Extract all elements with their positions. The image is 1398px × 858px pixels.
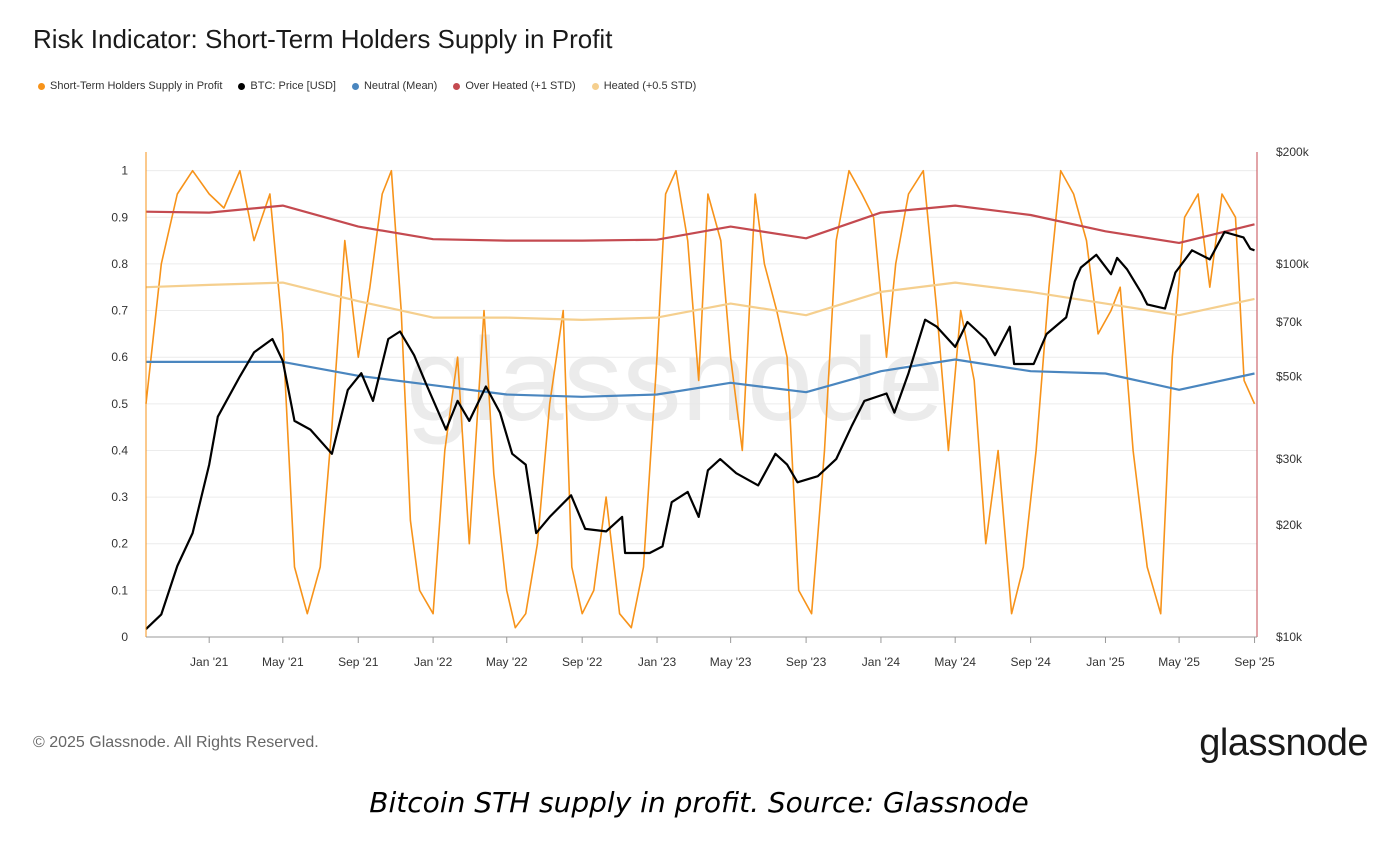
series-sth-supply-line	[145, 169, 1256, 629]
x-tick-label: Jan '23	[638, 655, 677, 669]
series-layer	[145, 169, 1256, 630]
y-right-tick-label: $20k	[1276, 518, 1303, 532]
chart-legend: Short-Term Holders Supply in Profit BTC:…	[38, 80, 696, 92]
series-over-heated-line	[145, 204, 1255, 244]
y-right-tick-label: $30k	[1276, 452, 1303, 466]
x-tick-label: Sep '23	[786, 655, 827, 669]
grid-lines	[146, 170, 1257, 638]
chart-title: Risk Indicator: Short-Term Holders Suppl…	[33, 24, 613, 54]
x-tick-label: Jan '25	[1086, 655, 1125, 669]
x-tick-label: Sep '24	[1010, 655, 1051, 669]
legend-label-heated: Heated (+0.5 STD)	[603, 80, 697, 92]
copyright-text: © 2025 Glassnode. All Rights Reserved.	[33, 734, 319, 751]
legend-label-over-heated: Over Heated (+1 STD)	[465, 80, 576, 92]
y-left-tick-label: 0.3	[111, 490, 128, 504]
y-left-tick-label: 1	[121, 164, 128, 178]
y-right-tick-label: $50k	[1276, 369, 1303, 383]
legend-dot-heated	[591, 82, 599, 90]
legend-label-sth-supply: Short-Term Holders Supply in Profit	[50, 80, 223, 92]
x-tick-label: May '23	[710, 655, 752, 669]
legend-item-heated[interactable]: Heated (+0.5 STD)	[591, 80, 697, 92]
chart-plot: glassnode 0 0.1 0.2 0.3 0.4 0.5 0.6 0.7 0.8 0.9 1 $…	[111, 145, 1309, 669]
legend-dot-sth-supply	[38, 82, 45, 90]
series-neutral-line	[146, 358, 1255, 398]
legend-dot-over-heated	[453, 82, 461, 90]
watermark: glassnode	[406, 314, 944, 446]
x-tick-label: Sep '25	[1234, 655, 1275, 669]
y-left-tick-label: 0.9	[111, 210, 128, 224]
y-right-tick-label: $70k	[1276, 315, 1303, 329]
axes: 0 0.1 0.2 0.3 0.4 0.5 0.6 0.7 0.8 0.9 1 $10k $20k $30…	[111, 145, 1309, 669]
legend-item-sth-supply[interactable]: Short-Term Holders Supply in Profit	[38, 80, 222, 92]
x-tick-label: May '21	[262, 655, 304, 669]
y-left-tick-label: 0.6	[111, 350, 128, 364]
legend-label-neutral: Neutral (Mean)	[363, 80, 438, 92]
x-tick-label: Sep '22	[562, 655, 603, 669]
brand-logo: glassnode	[1199, 722, 1368, 764]
legend-item-neutral[interactable]: Neutral (Mean)	[351, 80, 438, 92]
y-left-tick-label: 0.5	[111, 397, 128, 411]
series-heated-line	[145, 281, 1255, 321]
x-tick-label: May '22	[486, 655, 528, 669]
y-right-tick-label: $200k	[1276, 145, 1310, 159]
x-tick-label: Sep '21	[338, 655, 379, 669]
y-left-tick-label: 0	[121, 630, 128, 644]
y-left-tick-label: 0.8	[111, 257, 128, 271]
legend-dot-neutral	[351, 82, 359, 90]
y-left-tick-label: 0.4	[111, 443, 128, 457]
x-tick-label: May '25	[1158, 655, 1200, 669]
y-left-tick-label: 0.1	[111, 583, 128, 597]
y-left-tick-label: 0.2	[111, 537, 128, 551]
series-btc-price-line	[145, 230, 1255, 630]
x-tick-label: May '24	[934, 655, 976, 669]
legend-label-btc-price: BTC: Price [USD]	[250, 80, 336, 92]
figure-caption: Bitcoin STH supply in profit. Source: Gl…	[369, 786, 1029, 819]
y-right-tick-label: $100k	[1276, 257, 1310, 271]
x-tick-label: Jan '22	[414, 655, 453, 669]
legend-dot-btc-price	[238, 82, 246, 90]
y-right-tick-label: $10k	[1276, 630, 1303, 644]
x-tick-label: Jan '24	[862, 655, 901, 669]
legend-item-over-heated[interactable]: Over Heated (+1 STD)	[453, 80, 576, 92]
legend-item-btc-price[interactable]: BTC: Price [USD]	[238, 80, 336, 92]
x-tick-label: Jan '21	[190, 655, 229, 669]
y-left-tick-label: 0.7	[111, 304, 128, 318]
